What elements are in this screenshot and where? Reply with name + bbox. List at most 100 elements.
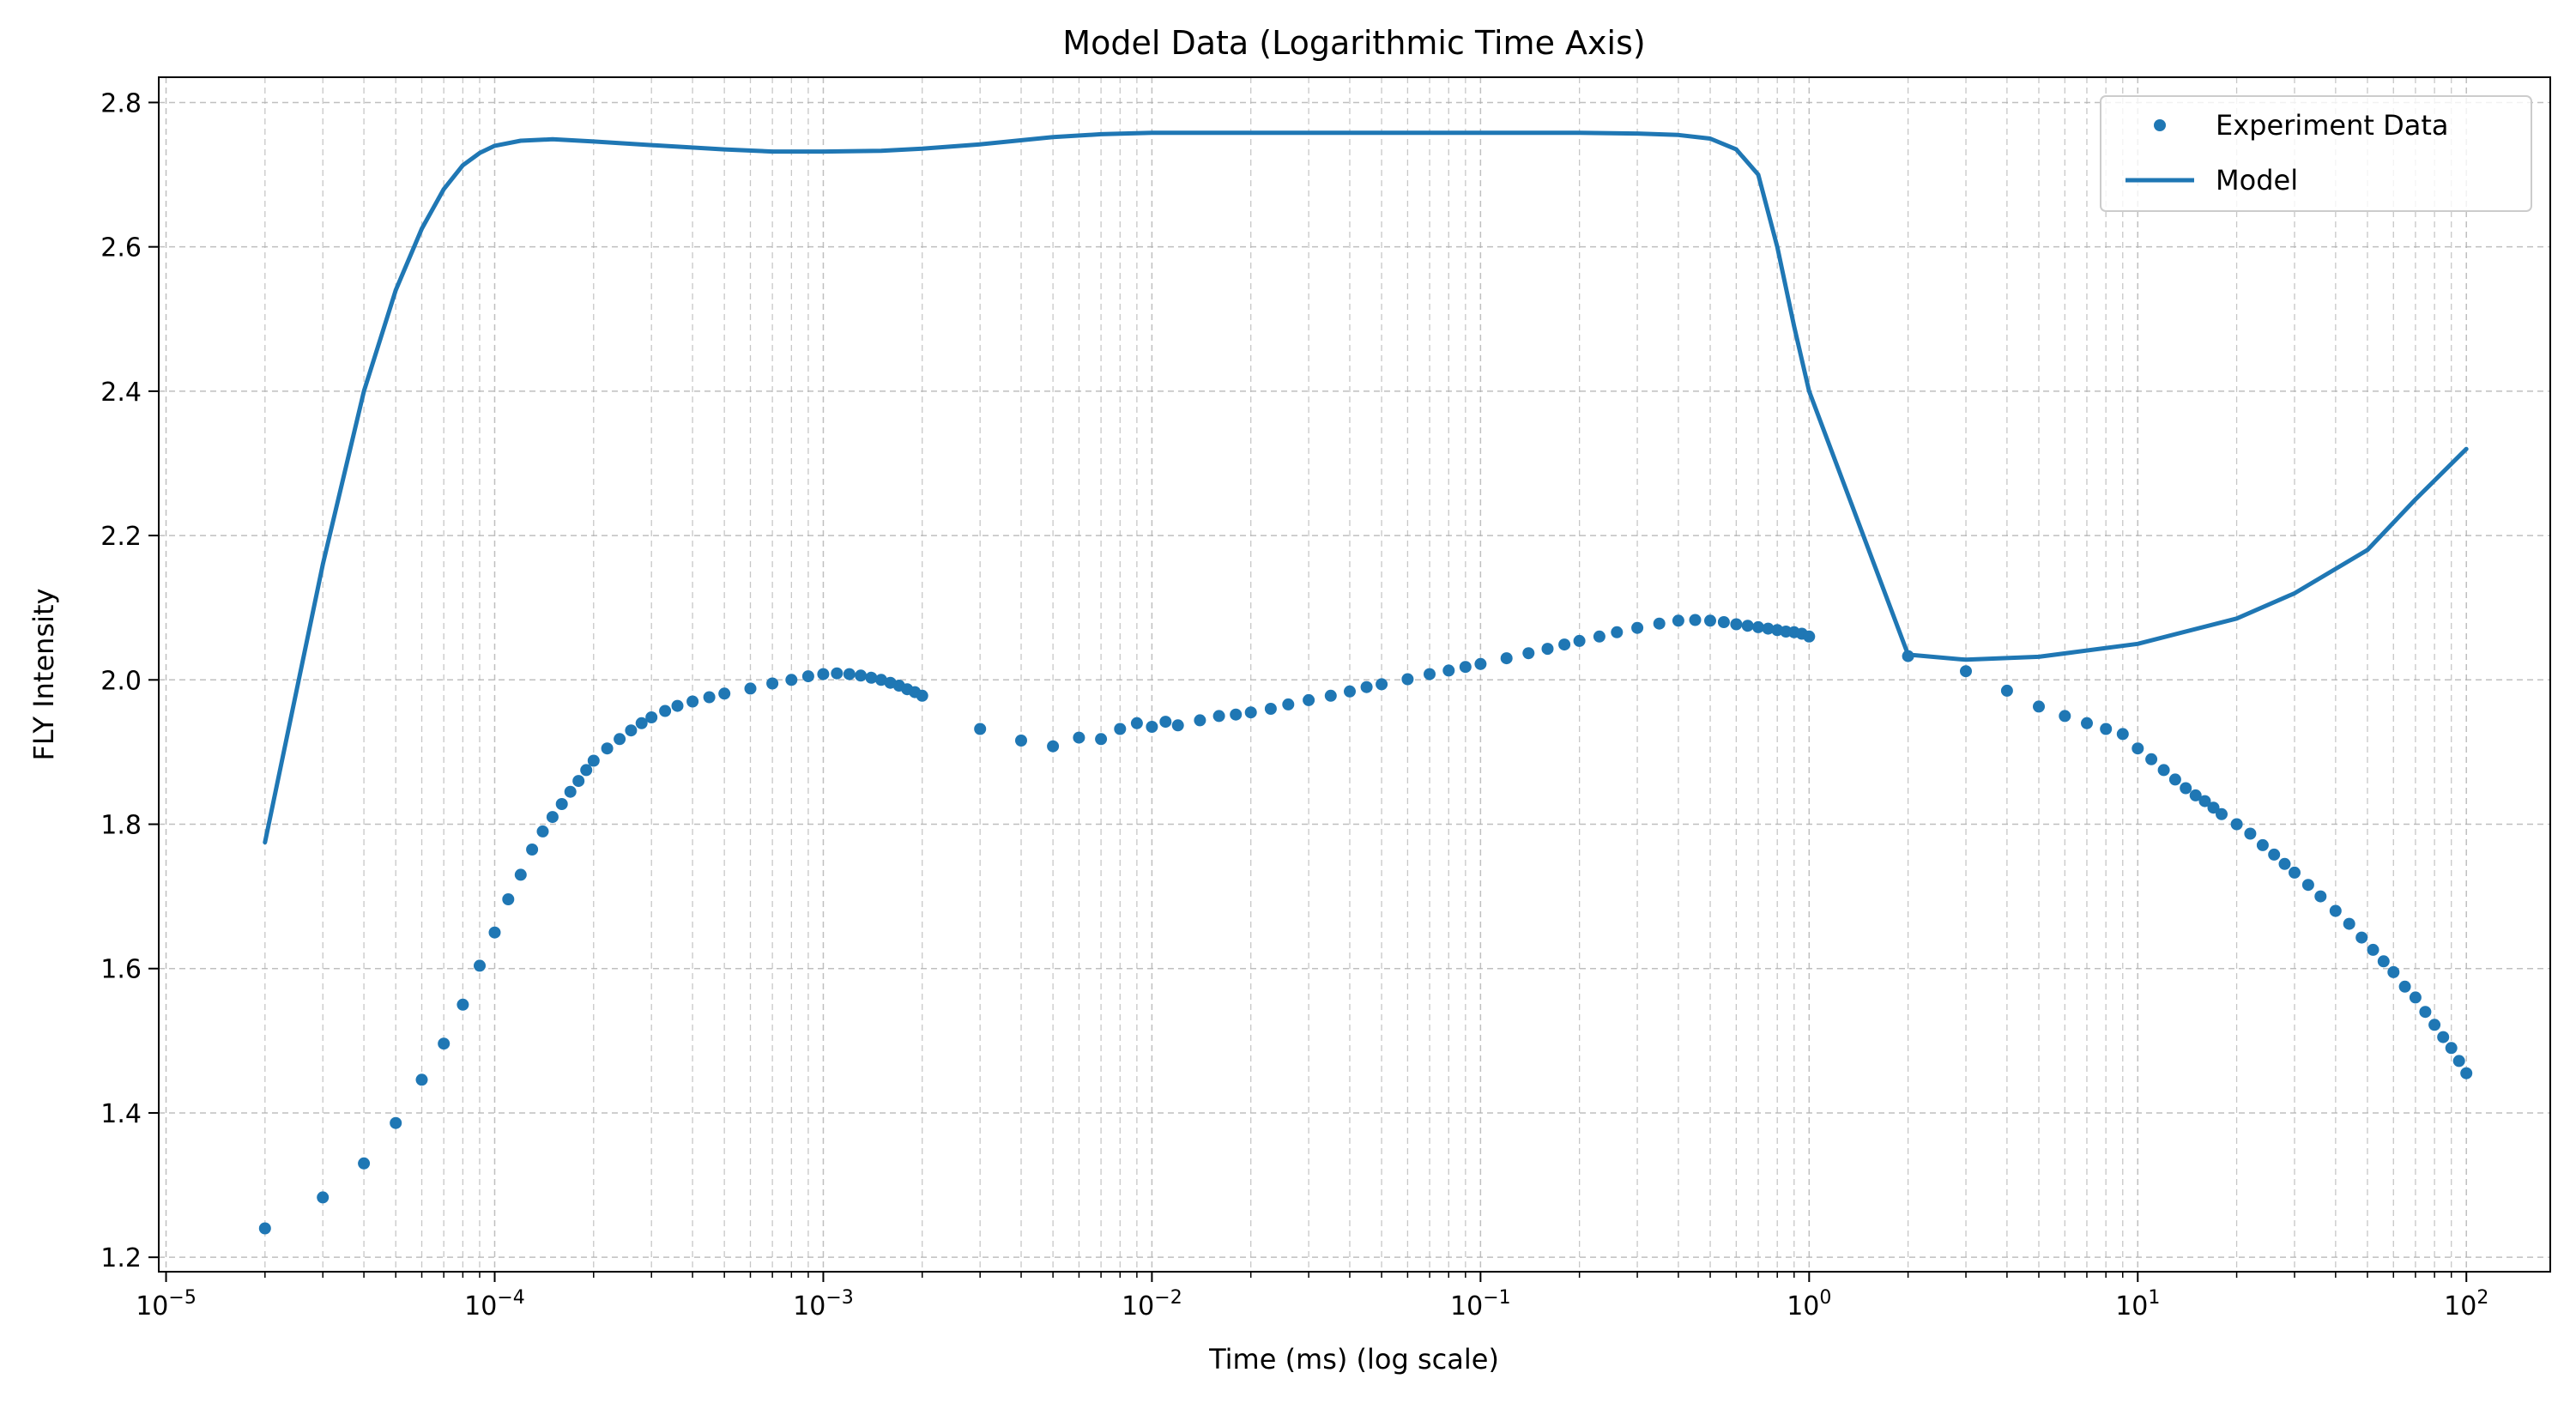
y-tick-label: 1.4	[100, 1099, 142, 1129]
chart-title: Model Data (Logarithmic Time Axis)	[1062, 24, 1645, 62]
experiment-data-point	[1717, 616, 1730, 628]
experiment-data-point	[1424, 668, 1436, 680]
x-tick-label-exponent: −4	[497, 1287, 524, 1309]
experiment-data-point	[1095, 733, 1108, 746]
experiment-data-point	[438, 1037, 450, 1050]
experiment-data-point	[2000, 684, 2013, 697]
experiment-data-point	[546, 811, 559, 824]
experiment-data-point	[2180, 782, 2192, 795]
experiment-data-point	[625, 724, 638, 737]
plot-area-frame	[158, 76, 2551, 1273]
experiment-data-point	[601, 742, 614, 755]
experiment-data-point	[1573, 634, 1586, 647]
experiment-data-point	[1401, 673, 1414, 686]
experiment-data-point	[474, 959, 486, 972]
experiment-data-point	[1611, 626, 1624, 638]
experiment-data-point	[2367, 943, 2379, 956]
experiment-data-point	[2033, 700, 2045, 713]
experiment-data-point	[2116, 728, 2129, 741]
experiment-data-point	[390, 1116, 402, 1129]
experiment-data-point	[1541, 643, 1554, 656]
x-tick-label: 102	[2444, 1287, 2488, 1321]
experiment-data-point	[785, 674, 798, 686]
experiment-data-point	[358, 1157, 371, 1170]
experiment-data-point	[855, 669, 868, 682]
experiment-data-point	[1159, 716, 1172, 729]
experiment-data-point	[659, 705, 672, 717]
experiment-data-point	[1672, 614, 1684, 627]
y-tick-label: 2.8	[100, 88, 142, 118]
experiment-data-point	[564, 785, 577, 798]
y-tick-label: 1.2	[100, 1243, 142, 1273]
experiment-data-point	[317, 1191, 330, 1204]
experiment-data-point	[2189, 789, 2202, 801]
experiment-data-point	[1376, 678, 1388, 691]
experiment-data-point	[536, 825, 549, 838]
x-tick-label: 10−3	[793, 1287, 854, 1321]
experiment-data-point	[1704, 614, 1716, 627]
experiment-data-point	[1303, 693, 1315, 706]
x-tick-label-base: 10	[1450, 1291, 1483, 1321]
x-tick-label-base: 10	[2444, 1291, 2476, 1321]
experiment-data-point	[635, 717, 648, 729]
legend-marker-experiment-data	[2154, 119, 2166, 131]
experiment-data-point	[1244, 706, 1257, 719]
experiment-data-point	[686, 695, 699, 708]
y-tick-label: 2.0	[100, 666, 142, 696]
experiment-data-point	[1146, 721, 1158, 733]
experiment-data-point	[744, 682, 757, 695]
experiment-data-point	[1902, 650, 1914, 662]
experiment-data-point	[2301, 879, 2314, 892]
experiment-data-point	[1360, 680, 1373, 693]
experiment-data-point	[1558, 638, 1571, 651]
model-line-layer	[263, 130, 2469, 845]
experiment-data-point	[488, 926, 501, 939]
experiment-data-point	[2081, 717, 2093, 729]
experiment-data-point	[1741, 620, 1754, 632]
experiment-data-point	[766, 677, 779, 690]
experiment-data-point	[1171, 719, 1184, 732]
experiment-data-point	[1130, 717, 1143, 729]
experiment-data-point	[514, 868, 527, 881]
experiment-data-point	[1212, 710, 1225, 723]
x-tick-label-base: 10	[136, 1291, 168, 1321]
experiment-data-point	[974, 723, 987, 735]
experiment-data-point	[1960, 665, 1972, 678]
experiment-data-point	[2278, 857, 2291, 870]
experiment-data-point	[502, 893, 515, 905]
x-tick-label: 100	[1787, 1287, 1831, 1321]
experiment-data-point	[2314, 890, 2327, 903]
experiment-data-point	[1114, 723, 1127, 735]
experiment-data-point	[2157, 764, 2170, 777]
experiment-data-point	[1015, 735, 1027, 747]
x-tick-label: 10−2	[1122, 1287, 1182, 1321]
experiment-data-point	[2216, 807, 2228, 820]
experiment-data-point	[2445, 1042, 2458, 1055]
experiment-data-point	[2132, 742, 2144, 755]
x-tick-label-base: 10	[2115, 1291, 2148, 1321]
experiment-data-point	[865, 671, 878, 684]
experiment-data-point	[2198, 795, 2211, 807]
experiment-points-layer	[258, 614, 2473, 1235]
x-tick-label-exponent: 2	[2476, 1287, 2488, 1309]
experiment-data-point	[2244, 827, 2257, 840]
experiment-data-point	[2256, 838, 2269, 851]
experiment-data-point	[2398, 980, 2411, 993]
experiment-data-point	[1459, 661, 1472, 674]
legend: Experiment Data Model	[2100, 95, 2532, 212]
y-tick-label: 1.6	[100, 955, 142, 985]
legend-label-model: Model	[2216, 164, 2298, 197]
experiment-data-point	[817, 668, 830, 680]
experiment-data-point	[1803, 630, 1816, 643]
legend-box	[2100, 95, 2532, 212]
experiment-data-point	[2409, 991, 2422, 1004]
x-tick-label-exponent: −2	[1154, 1287, 1182, 1309]
experiment-data-point	[2168, 773, 2181, 786]
experiment-data-point	[2460, 1067, 2473, 1079]
x-tick-label: 101	[2115, 1287, 2160, 1321]
experiment-data-point	[2100, 723, 2113, 735]
experiment-data-point	[1230, 708, 1243, 721]
experiment-data-point	[1730, 618, 1743, 631]
experiment-data-point	[2230, 818, 2243, 831]
